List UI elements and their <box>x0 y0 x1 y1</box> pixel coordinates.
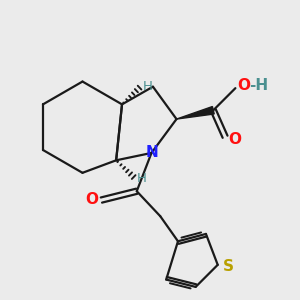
Polygon shape <box>176 106 214 119</box>
Text: H: H <box>143 80 153 93</box>
Text: -H: -H <box>249 78 268 93</box>
Text: N: N <box>146 145 158 160</box>
Text: H: H <box>137 172 147 185</box>
Text: S: S <box>223 259 234 274</box>
Text: O: O <box>229 132 242 147</box>
Text: O: O <box>85 192 98 207</box>
Text: O: O <box>237 78 250 93</box>
